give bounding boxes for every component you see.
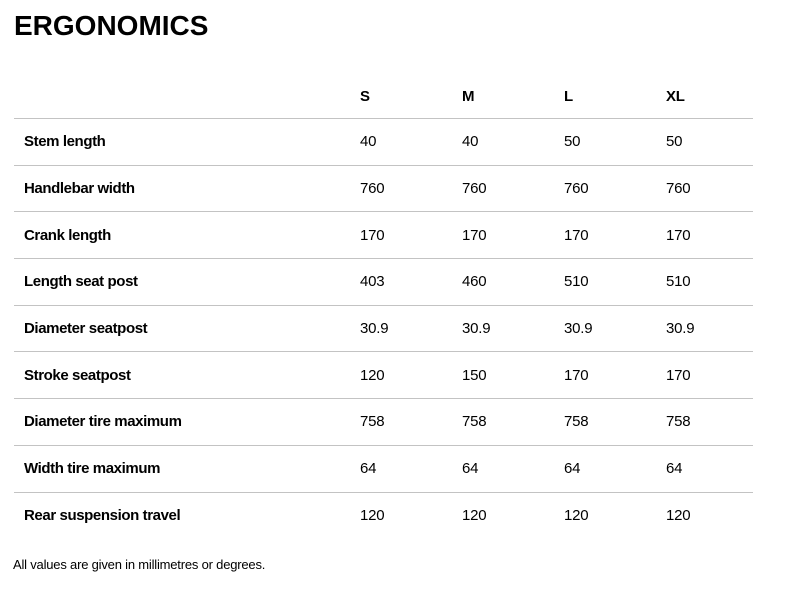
- spec-row: Length seat post 403 460 510 510: [14, 259, 753, 306]
- spec-value: 760: [564, 180, 589, 198]
- spec-value: 120: [462, 507, 487, 525]
- spec-value: 30.9: [564, 320, 593, 338]
- footnote: All values are given in millimetres or d…: [13, 557, 266, 573]
- spec-value: 760: [666, 180, 691, 198]
- spec-value: 64: [360, 460, 377, 478]
- spec-value: 120: [360, 366, 385, 384]
- spec-value: 64: [564, 460, 581, 478]
- spec-value: 760: [360, 180, 385, 198]
- spec-value: 120: [564, 507, 589, 525]
- spec-value: 150: [462, 366, 487, 384]
- spec-row: Diameter seatpost 30.9 30.9 30.9 30.9: [14, 306, 753, 353]
- spec-row: Handlebar width 760 760 760 760: [14, 166, 753, 213]
- spec-row: Stroke seatpost 120 150 170 170: [14, 352, 753, 400]
- spec-label: Width tire maximum: [24, 460, 161, 478]
- page: ERGONOMICS S M L XL Stem length 40 40 50 50 Hand…: [13, 10, 753, 573]
- spec-value: 30.9: [360, 320, 389, 338]
- spec-value: 758: [564, 413, 589, 431]
- spec-value: 120: [666, 507, 691, 525]
- spec-label: Handlebar width: [24, 180, 135, 198]
- spec-value: 460: [462, 273, 487, 291]
- spec-value: 510: [666, 273, 691, 291]
- size-column-header: XL: [666, 88, 685, 105]
- spec-value: 30.9: [462, 320, 491, 338]
- spec-row: Stem length 40 40 50 50: [14, 119, 753, 166]
- spec-value: 170: [360, 226, 385, 244]
- table-header-row: S M L XL: [14, 40, 753, 119]
- spec-label: Stroke seatpost: [24, 366, 131, 384]
- spec-label: Diameter tire maximum: [24, 413, 182, 431]
- size-column-header: L: [564, 88, 573, 105]
- ergonomics-table: S M L XL Stem length 40 40 50 50 Handlebar width…: [14, 40, 753, 539]
- spec-value: 510: [564, 273, 589, 291]
- page-title: ERGONOMICS: [14, 10, 209, 41]
- spec-label: Crank length: [24, 226, 111, 244]
- spec-value: 170: [564, 226, 589, 244]
- spec-value: 403: [360, 273, 385, 291]
- spec-label: Length seat post: [24, 273, 138, 291]
- spec-value: 120: [360, 507, 385, 525]
- spec-row: Diameter tire maximum 758 758 758 758: [14, 399, 753, 446]
- spec-value: 50: [666, 133, 683, 151]
- spec-value: 30.9: [666, 320, 695, 338]
- spec-row: Width tire maximum 64 64 64 64: [14, 446, 753, 493]
- size-column-header: S: [360, 88, 370, 105]
- spec-value: 40: [360, 133, 377, 151]
- spec-value: 170: [564, 366, 589, 384]
- size-column-header: M: [462, 88, 475, 105]
- spec-label: Diameter seatpost: [24, 320, 148, 338]
- spec-value: 758: [360, 413, 385, 431]
- spec-value: 170: [462, 226, 487, 244]
- spec-value: 758: [666, 413, 691, 431]
- spec-value: 760: [462, 180, 487, 198]
- spec-row: Rear suspension travel 120 120 120 120: [14, 493, 753, 540]
- spec-value: 40: [462, 133, 479, 151]
- table-body: Stem length 40 40 50 50 Handlebar width 760 760…: [14, 119, 753, 539]
- spec-label: Rear suspension travel: [24, 507, 181, 525]
- spec-value: 170: [666, 226, 691, 244]
- spec-value: 64: [462, 460, 479, 478]
- spec-value: 50: [564, 133, 581, 151]
- spec-row: Crank length 170 170 170 170: [14, 212, 753, 260]
- spec-value: 170: [666, 366, 691, 384]
- spec-value: 758: [462, 413, 487, 431]
- spec-value: 64: [666, 460, 683, 478]
- spec-label: Stem length: [24, 133, 106, 151]
